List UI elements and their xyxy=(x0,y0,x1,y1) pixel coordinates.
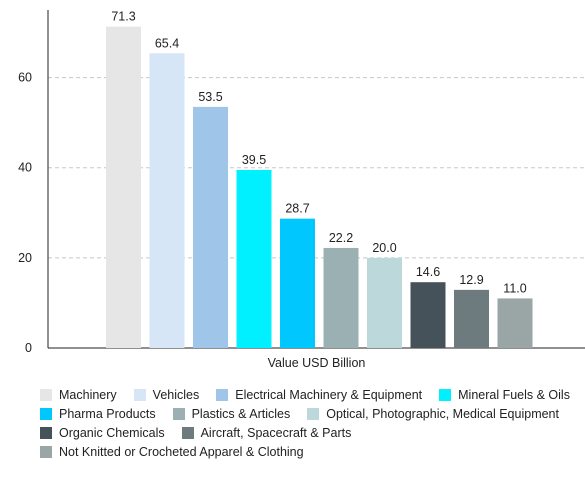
bar[interactable] xyxy=(454,289,489,348)
bar[interactable] xyxy=(367,257,402,348)
legend-label: Aircraft, Spacecraft & Parts xyxy=(200,425,352,440)
y-tick-label: 40 xyxy=(18,161,32,175)
x-axis-title: Value USD Billion xyxy=(268,356,366,370)
data-label: 71.3 xyxy=(111,10,135,24)
y-axis: 0 20 40 60 xyxy=(18,10,585,355)
legend-swatch xyxy=(40,445,52,458)
bars xyxy=(106,26,533,348)
legend-label: Organic Chemicals xyxy=(59,425,165,440)
legend-label: Electrical Machinery & Equipment xyxy=(235,387,423,402)
legend-swatch xyxy=(307,407,320,420)
legend-item[interactable]: Plastics & Articles xyxy=(172,406,291,421)
legend-swatch xyxy=(133,388,146,401)
y-tick-label: 20 xyxy=(18,251,32,265)
bar-chart: 0 20 40 60 71.3 65.4 53.5 39.5 28.7 22.2 20.0 14.6… xyxy=(18,10,585,370)
legend-item[interactable]: Vehicles xyxy=(133,387,200,402)
data-label: 28.7 xyxy=(285,202,309,216)
legend-swatch xyxy=(181,426,194,439)
data-label: 22.2 xyxy=(329,231,353,245)
data-label: 12.9 xyxy=(459,273,483,287)
legend-swatch xyxy=(40,426,52,439)
legend-swatch xyxy=(439,388,452,401)
legend-row: Pharma Products Plastics & Articles Optica… xyxy=(40,404,580,423)
data-label: 20.0 xyxy=(372,241,396,255)
bar[interactable] xyxy=(193,106,228,348)
bar[interactable] xyxy=(280,218,315,348)
legend-item[interactable]: Organic Chemicals xyxy=(40,426,165,440)
legend-row: Organic Chemicals Aircraft, Spacecraft & … xyxy=(40,423,580,442)
bar[interactable] xyxy=(149,53,185,348)
legend-label: Machinery xyxy=(59,387,117,402)
legend-item[interactable]: Mineral Fuels & Oils xyxy=(439,388,570,402)
legend-swatch xyxy=(40,388,52,401)
legend-item[interactable]: Aircraft, Spacecraft & Parts xyxy=(181,425,352,440)
y-tick-label: 0 xyxy=(25,341,32,355)
legend: Machinery Vehicles Electrical Machinery & … xyxy=(40,385,580,461)
data-label: 39.5 xyxy=(242,153,266,167)
legend-label: Optical, Photographic, Medical Equipment xyxy=(326,406,559,421)
legend-row: Machinery Vehicles Electrical Machinery & … xyxy=(40,385,580,404)
legend-label: Mineral Fuels & Oils xyxy=(458,387,570,402)
bar[interactable] xyxy=(410,282,446,348)
data-labels: 71.3 65.4 53.5 39.5 28.7 22.2 20.0 14.6 12.9 11.0 xyxy=(111,10,526,296)
legend-label: Not Knitted or Crocheted Apparel & Cloth… xyxy=(59,444,304,459)
legend-item[interactable]: Electrical Machinery & Equipment xyxy=(216,388,422,402)
legend-row: Not Knitted or Crocheted Apparel & Cloth… xyxy=(40,442,580,461)
legend-swatch xyxy=(172,407,185,420)
legend-item[interactable]: Optical, Photographic, Medical Equipment xyxy=(307,407,559,421)
legend-swatch xyxy=(40,407,52,420)
legend-label: Pharma Products xyxy=(59,406,156,421)
data-label: 65.4 xyxy=(155,36,179,50)
legend-swatch xyxy=(216,388,229,401)
data-label: 53.5 xyxy=(198,90,222,104)
legend-label: Plastics & Articles xyxy=(191,406,291,421)
legend-item[interactable]: Pharma Products xyxy=(40,407,156,421)
data-label: 14.6 xyxy=(416,265,440,279)
y-tick-label: 60 xyxy=(18,71,32,85)
bar[interactable] xyxy=(497,298,533,348)
data-label: 11.0 xyxy=(503,281,526,295)
bar[interactable] xyxy=(236,169,272,348)
bar[interactable] xyxy=(106,26,141,348)
grid-lines xyxy=(48,77,585,259)
legend-item[interactable]: Not Knitted or Crocheted Apparel & Cloth… xyxy=(40,445,304,459)
legend-label: Vehicles xyxy=(152,387,200,402)
bar[interactable] xyxy=(323,247,359,348)
legend-item[interactable]: Machinery xyxy=(40,388,117,402)
